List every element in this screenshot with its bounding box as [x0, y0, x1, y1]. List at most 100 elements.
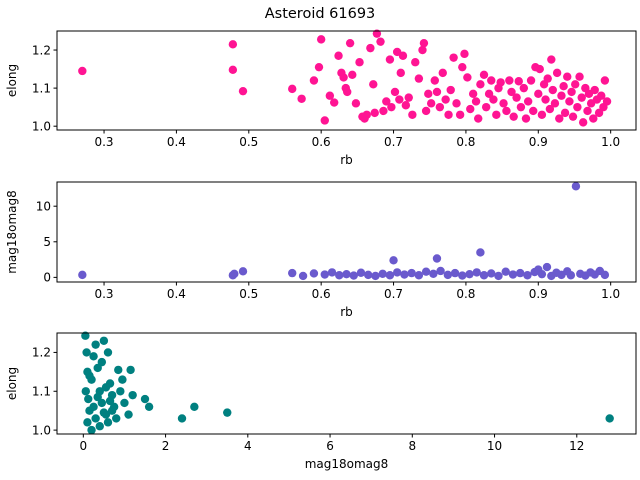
- data-point: [404, 93, 413, 102]
- scatter-rb-vs-mag18omag8: 0.3 0.4 0.5 0.6 0.7 0.8 0.9 1.0 0 5 10 rb mag18omag8: [5, 181, 637, 319]
- x-tick: 0.6: [312, 130, 331, 149]
- x-tick-label: 0.4: [167, 135, 186, 149]
- data-point: [144, 402, 154, 412]
- data-point: [93, 392, 102, 402]
- data-point: [479, 271, 489, 280]
- chart-title: Asteroid 61693: [265, 6, 376, 22]
- data-point: [424, 89, 433, 99]
- data-point: [334, 51, 343, 60]
- data-point: [85, 371, 94, 380]
- data-point: [472, 268, 481, 277]
- x-tick: 0.8: [456, 282, 475, 301]
- data-point: [314, 62, 324, 72]
- data-point: [571, 80, 580, 89]
- data-point: [537, 269, 547, 279]
- data-point: [401, 101, 411, 110]
- y-tick: 5: [43, 235, 57, 249]
- data-point: [502, 106, 511, 116]
- data-point: [78, 66, 87, 76]
- x-tick-label: 0.3: [94, 287, 113, 301]
- data-point: [496, 78, 505, 87]
- axes-frame: [56, 332, 637, 435]
- y-tick-label: 10: [36, 199, 51, 213]
- data-point: [81, 331, 90, 340]
- data-point: [116, 387, 125, 396]
- x-tick: 10: [487, 434, 502, 453]
- data-point: [526, 76, 536, 85]
- y-tick: 1.1: [32, 385, 57, 399]
- data-point: [600, 76, 610, 85]
- data-point: [414, 74, 424, 83]
- data-point: [351, 99, 361, 108]
- data-point: [103, 348, 113, 357]
- y-tick-label: 5: [43, 235, 51, 249]
- data-point: [460, 49, 469, 59]
- x-tick: 4: [244, 434, 252, 453]
- data-point: [238, 86, 248, 96]
- data-point: [552, 68, 562, 78]
- x-tick-label: 6: [326, 439, 334, 453]
- axes-frame: [56, 30, 637, 131]
- data-point: [479, 70, 489, 79]
- data-point: [541, 95, 550, 104]
- data-point: [87, 425, 96, 435]
- y-tick-label: 1.1: [32, 81, 51, 95]
- data-point: [378, 269, 387, 279]
- data-point: [83, 418, 92, 427]
- data-point: [99, 336, 109, 345]
- data-point: [385, 55, 395, 64]
- data-point: [583, 106, 592, 116]
- data-point: [476, 248, 485, 257]
- data-point: [487, 269, 496, 278]
- data-point: [555, 114, 564, 123]
- y-tick: 1.0: [32, 423, 57, 437]
- x-tick: 0.3: [94, 282, 114, 301]
- data-point: [339, 73, 348, 82]
- x-tick: 0: [79, 434, 87, 453]
- data-point: [355, 58, 364, 67]
- data-point: [288, 84, 297, 94]
- x-tick-label: 0.6: [312, 287, 331, 301]
- y-tick-label: 1.0: [32, 119, 51, 133]
- x-tick: 0.5: [239, 282, 258, 301]
- data-point: [487, 76, 496, 85]
- x-tick-label: 0.5: [239, 135, 258, 149]
- data-point: [379, 106, 388, 116]
- data-point: [370, 108, 379, 118]
- x-tick: 0.3: [94, 130, 114, 149]
- x-tick: 2: [162, 434, 169, 453]
- data-point: [103, 418, 113, 427]
- data-point: [545, 104, 555, 114]
- x-tick-label: 12: [569, 439, 584, 453]
- y-axis-label: mag18omag8: [5, 190, 19, 274]
- y-tick: 0: [43, 271, 57, 285]
- axes-frame: [56, 181, 637, 283]
- data-point: [499, 99, 508, 108]
- data-point: [82, 348, 91, 357]
- x-tick: 6: [326, 434, 334, 453]
- data-point: [362, 110, 371, 119]
- data-point: [507, 87, 516, 97]
- data-point: [578, 118, 588, 127]
- x-tick: 1.0: [601, 282, 620, 301]
- data-point: [529, 106, 538, 116]
- data-point: [407, 268, 416, 278]
- y-tick: 1.2: [32, 43, 57, 57]
- data-point: [548, 85, 557, 95]
- data-point: [398, 51, 408, 60]
- data-point: [364, 270, 373, 280]
- scatter-mag18omag8-vs-elong: 0 2 4 6 8 10 12 1.0 1.1 1.2 mag18omag8 elong: [5, 331, 637, 471]
- data-point: [78, 270, 87, 280]
- data-point: [494, 271, 503, 281]
- data-point: [414, 271, 424, 280]
- x-tick: 0.8: [456, 130, 475, 149]
- data-point: [101, 383, 111, 392]
- data-point: [325, 91, 335, 100]
- data-point: [590, 85, 599, 95]
- data-point: [356, 268, 366, 277]
- data-point: [600, 270, 610, 280]
- data-point: [190, 402, 199, 412]
- data-point: [335, 271, 344, 280]
- data-point: [534, 89, 543, 99]
